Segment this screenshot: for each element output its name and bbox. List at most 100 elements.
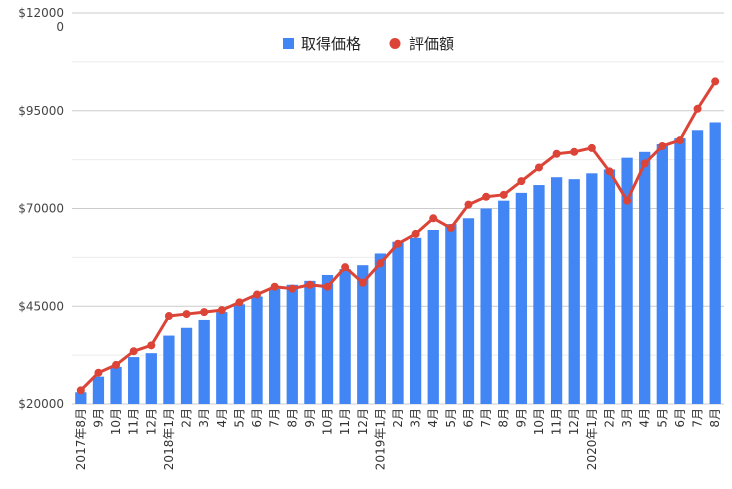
bar[interactable] xyxy=(639,151,651,404)
line-point[interactable] xyxy=(482,192,491,201)
line-point[interactable] xyxy=(270,282,279,291)
bar[interactable] xyxy=(198,319,210,404)
bar[interactable] xyxy=(462,218,475,404)
line-point[interactable] xyxy=(429,214,438,223)
bar[interactable] xyxy=(709,122,721,404)
x-tick-label: 4月 xyxy=(426,408,440,428)
bar[interactable] xyxy=(92,376,105,404)
line-point[interactable] xyxy=(288,284,297,293)
bar[interactable] xyxy=(233,304,246,404)
bar[interactable] xyxy=(286,284,298,404)
line-point[interactable] xyxy=(605,167,614,176)
bar[interactable] xyxy=(691,130,704,405)
legend-label-line: 評価額 xyxy=(409,35,454,53)
bar[interactable] xyxy=(75,392,87,404)
bar[interactable] xyxy=(304,280,316,404)
y-tick-label: $12000 0 xyxy=(18,6,64,34)
bar[interactable] xyxy=(110,366,122,404)
line-point[interactable] xyxy=(200,308,209,317)
line-point[interactable] xyxy=(76,386,85,395)
bar[interactable] xyxy=(374,253,387,404)
line-point[interactable] xyxy=(129,347,138,356)
x-tick-label: 9月 xyxy=(303,408,317,428)
line-point[interactable] xyxy=(112,360,121,369)
x-tick-label: 10月 xyxy=(109,408,123,435)
line-point[interactable] xyxy=(394,239,402,248)
bar[interactable] xyxy=(550,177,563,404)
bar[interactable] xyxy=(269,288,281,404)
line-point[interactable] xyxy=(305,280,314,289)
line-point[interactable] xyxy=(534,163,543,172)
bar[interactable] xyxy=(568,179,580,404)
bar[interactable] xyxy=(339,269,351,404)
legend-item-line[interactable]: 評価額 xyxy=(389,35,455,53)
bar[interactable] xyxy=(145,353,157,404)
bar[interactable] xyxy=(128,357,140,404)
line-point[interactable] xyxy=(570,147,579,156)
y-tick-label: $70000 xyxy=(18,202,64,216)
bar[interactable] xyxy=(515,192,527,404)
x-tick-label: 5月 xyxy=(232,408,246,428)
line-point[interactable] xyxy=(675,136,684,145)
line-point[interactable] xyxy=(94,368,103,377)
x-tick-label: 12月 xyxy=(144,408,158,435)
line-point[interactable] xyxy=(446,224,455,233)
bar[interactable] xyxy=(674,138,686,404)
line-point[interactable] xyxy=(411,229,420,238)
x-tick-label: 2017年8月 xyxy=(74,408,88,470)
x-tick-label: 3月 xyxy=(620,408,634,428)
line-point[interactable] xyxy=(182,310,191,319)
line-point[interactable] xyxy=(147,341,156,350)
x-tick-label: 2018年1月 xyxy=(162,408,176,470)
line-point[interactable] xyxy=(711,77,720,86)
bar[interactable] xyxy=(392,241,404,404)
bar[interactable] xyxy=(445,224,457,404)
legend-item-bar[interactable]: 取得価格 xyxy=(283,35,361,53)
line-point[interactable] xyxy=(341,263,350,272)
bar[interactable] xyxy=(251,296,263,404)
line-point[interactable] xyxy=(376,259,385,268)
line-point[interactable] xyxy=(253,290,262,299)
bar[interactable] xyxy=(603,169,616,404)
line-point[interactable] xyxy=(358,278,367,287)
line-point[interactable] xyxy=(464,200,473,209)
bar[interactable] xyxy=(427,230,439,404)
bar[interactable] xyxy=(621,157,633,404)
y-tick-label: $95000 xyxy=(18,104,64,118)
bar[interactable] xyxy=(586,173,598,404)
x-tick-label: 8月 xyxy=(497,408,511,428)
x-tick-label: 7月 xyxy=(479,408,493,428)
x-tick-label: 6月 xyxy=(673,408,687,428)
x-tick-label: 2月 xyxy=(180,408,194,428)
line-point[interactable] xyxy=(164,312,173,321)
legend-swatch-line xyxy=(389,38,401,49)
line-point[interactable] xyxy=(499,190,508,199)
line-point[interactable] xyxy=(693,104,702,113)
line-point[interactable] xyxy=(640,159,649,168)
line-point[interactable] xyxy=(623,196,632,205)
bar[interactable] xyxy=(533,185,545,404)
bar[interactable] xyxy=(480,208,492,405)
bar[interactable] xyxy=(357,265,369,404)
x-tick-label: 10月 xyxy=(532,408,546,435)
bar[interactable] xyxy=(321,274,334,404)
x-tick-label: 10月 xyxy=(321,408,335,435)
x-axis: 2017年8月 9月 10月 11月 12月 2018年1月 2月 3月 4月 5月 6月 7月 8月 9… xyxy=(74,408,722,470)
line-point[interactable] xyxy=(217,306,226,315)
bar[interactable] xyxy=(180,327,193,404)
x-tick-label: 2月 xyxy=(391,408,405,428)
bar[interactable] xyxy=(216,312,228,404)
line-point[interactable] xyxy=(587,143,596,152)
line-point[interactable] xyxy=(323,282,332,291)
bar[interactable] xyxy=(498,200,510,404)
bar[interactable] xyxy=(409,237,422,404)
x-tick-label: 11月 xyxy=(127,408,141,435)
legend-label-bar: 取得価格 xyxy=(301,35,361,53)
line-point[interactable] xyxy=(658,141,667,150)
bar[interactable] xyxy=(656,143,668,405)
line-point[interactable] xyxy=(552,149,561,158)
line-point[interactable] xyxy=(235,298,244,307)
line-point[interactable] xyxy=(517,177,526,186)
bar[interactable] xyxy=(163,335,175,404)
